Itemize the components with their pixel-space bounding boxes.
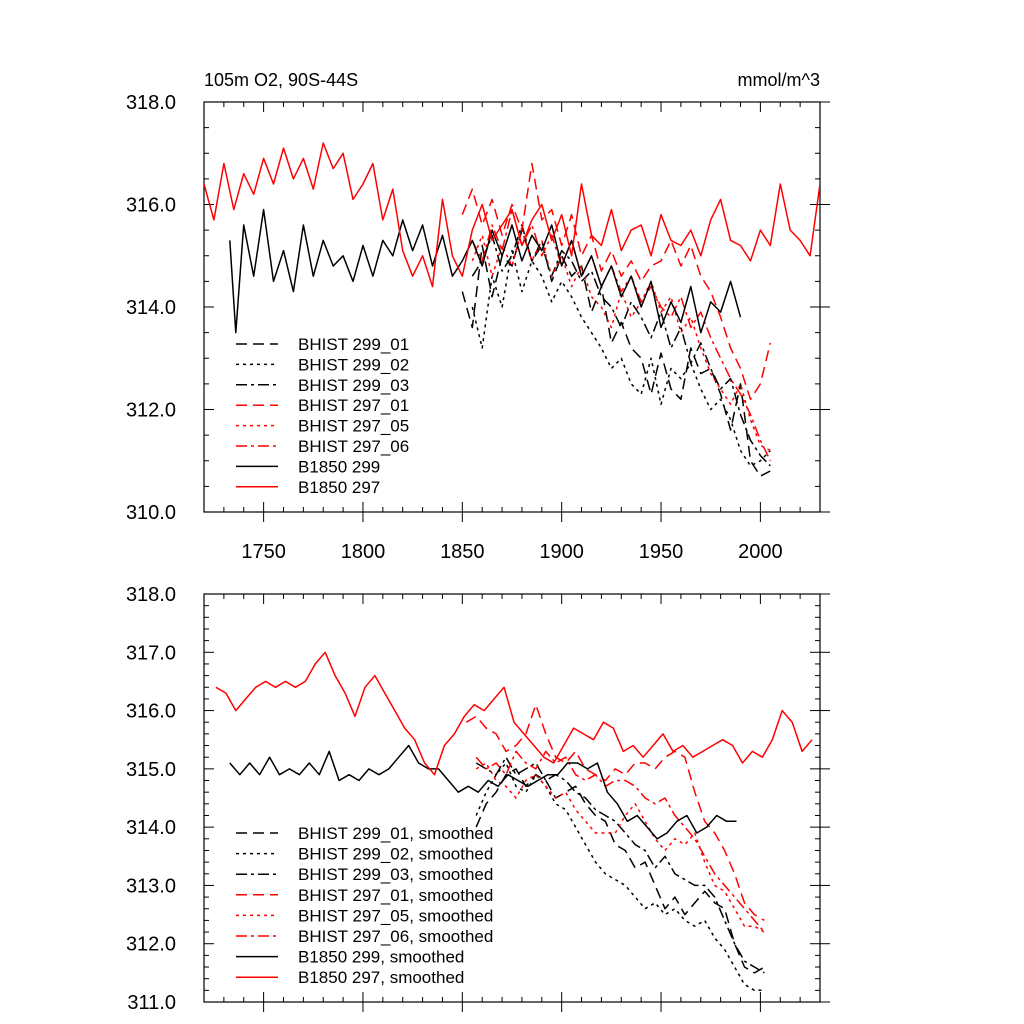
legend-entry: BHIST 299_03: [298, 376, 409, 395]
y-tick-label: 314.0: [126, 817, 176, 839]
plot-frame: [203, 101, 821, 513]
series-line-b1850-299: [229, 208, 742, 334]
y-tick-label: 316.0: [126, 701, 176, 723]
legend-entry: BHIST 299_03, smoothed: [298, 865, 493, 884]
legend-entry: BHIST 297_06, smoothed: [298, 927, 493, 946]
y-tick-label: 318.0: [126, 92, 176, 114]
bottom-panel: 311.0 312.0 313.0 314.0 315.0 316.0 317.0 318.0…: [126, 584, 830, 1014]
series-group: [204, 142, 820, 477]
legend-entry: BHIST 299_01, smoothed: [298, 824, 493, 843]
series-line-bhist-297-06-smoothed: [475, 750, 765, 933]
series-line-bhist-297-05-smoothed: [475, 762, 765, 933]
y-tick-label: 312.0: [126, 934, 176, 956]
series-line-bhist-297-01: [461, 162, 772, 401]
y-tick-label: 311.0: [127, 992, 176, 1014]
series-line-bhist-297-05: [471, 229, 771, 452]
y-tick-label: 314.0: [126, 297, 176, 319]
legend-entry: BHIST 297_01: [298, 396, 409, 415]
legend-entry: BHIST 297_05, smoothed: [298, 906, 493, 925]
legend-entry: B1850 299: [298, 457, 380, 476]
legend-entry: BHIST 297_06: [298, 437, 409, 456]
legend: BHIST 299_01, smoothed BHIST 299_02, smoo…: [236, 824, 493, 987]
plot-frame: [203, 593, 821, 1003]
series-line-bhist-299-03-smoothed: [475, 756, 765, 974]
series-line-bhist-297-06: [471, 208, 771, 462]
series-line-bhist-297-01-smoothed: [465, 703, 765, 922]
y-tick-label: 313.0: [126, 875, 176, 897]
x-tick-label: 1900: [539, 541, 584, 563]
chart-title: 105m O2, 90S-44S: [204, 70, 358, 90]
top-panel: 1750 1800 1850 1900 1950 2000 310.0 312.0 314.0 3…: [126, 92, 830, 563]
y-tick-label: 310.0: [126, 502, 176, 524]
x-tick-label: 1750: [241, 541, 286, 563]
x-tick-label: 1800: [341, 541, 386, 563]
series-line-bhist-299-02: [471, 249, 771, 467]
legend-entry: B1850 299, smoothed: [298, 948, 464, 967]
series-line-b1850-297: [204, 142, 820, 288]
series-line-b1850-299-smoothed: [229, 744, 737, 840]
y-tick-label: 312.0: [126, 400, 176, 422]
legend-entry: BHIST 299_01: [298, 335, 409, 354]
series-line-bhist-299-01-smoothed: [475, 768, 765, 974]
legend-entry: BHIST 299_02: [298, 355, 409, 374]
series-line-bhist-299-02-smoothed: [475, 762, 765, 992]
series-line-bhist-299-01: [461, 229, 771, 477]
legend-entry: B1850 297: [298, 478, 380, 497]
legend-entry: BHIST 297_05: [298, 417, 409, 436]
legend-entry: BHIST 299_02, smoothed: [298, 845, 493, 864]
legend-entry: B1850 297, smoothed: [298, 968, 464, 987]
x-tick-label: 1950: [639, 541, 684, 563]
chart-units: mmol/m^3: [738, 70, 820, 90]
x-tick-label: 1850: [440, 541, 485, 563]
y-tick-label: 315.0: [126, 759, 176, 781]
y-tick-label: 316.0: [126, 195, 176, 217]
series-group: [215, 651, 813, 992]
y-tick-label: 317.0: [126, 642, 176, 664]
x-tick-label: 2000: [738, 541, 783, 563]
series-line-b1850-297-smoothed: [215, 651, 813, 776]
series-line-bhist-299-03: [471, 224, 771, 467]
y-tick-label: 318.0: [126, 584, 176, 606]
legend-entry: BHIST 297_01, smoothed: [298, 886, 493, 905]
